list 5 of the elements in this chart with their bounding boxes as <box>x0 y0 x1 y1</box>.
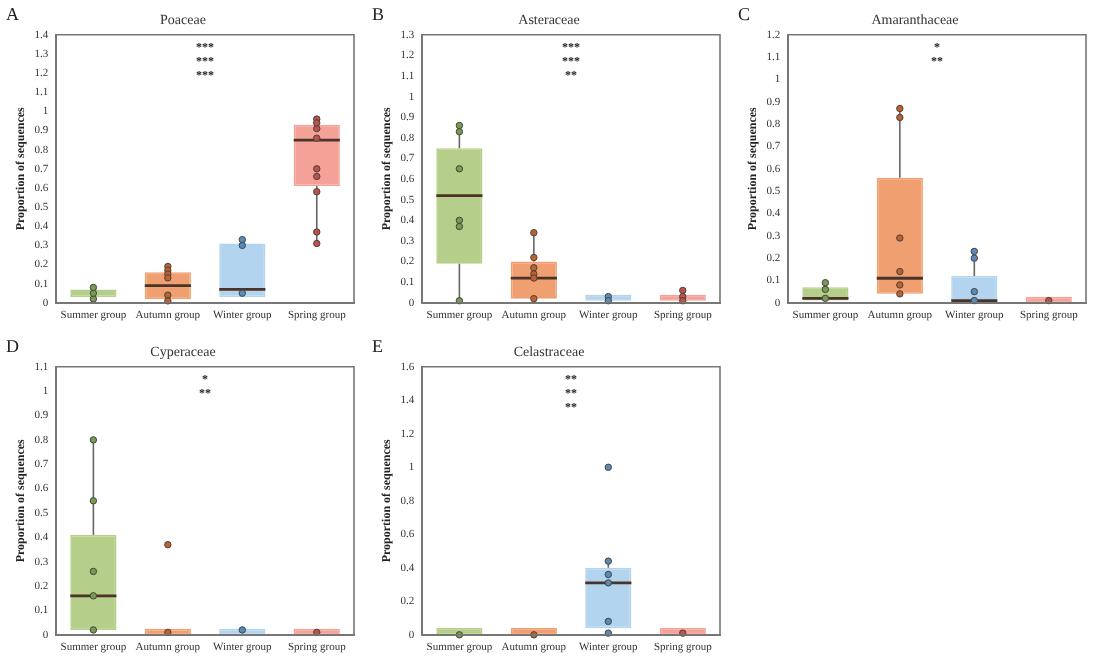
text: A <box>6 4 20 24</box>
text: B <box>372 4 385 24</box>
text: E <box>372 336 384 356</box>
text: D <box>6 336 20 356</box>
text: C <box>738 4 751 24</box>
